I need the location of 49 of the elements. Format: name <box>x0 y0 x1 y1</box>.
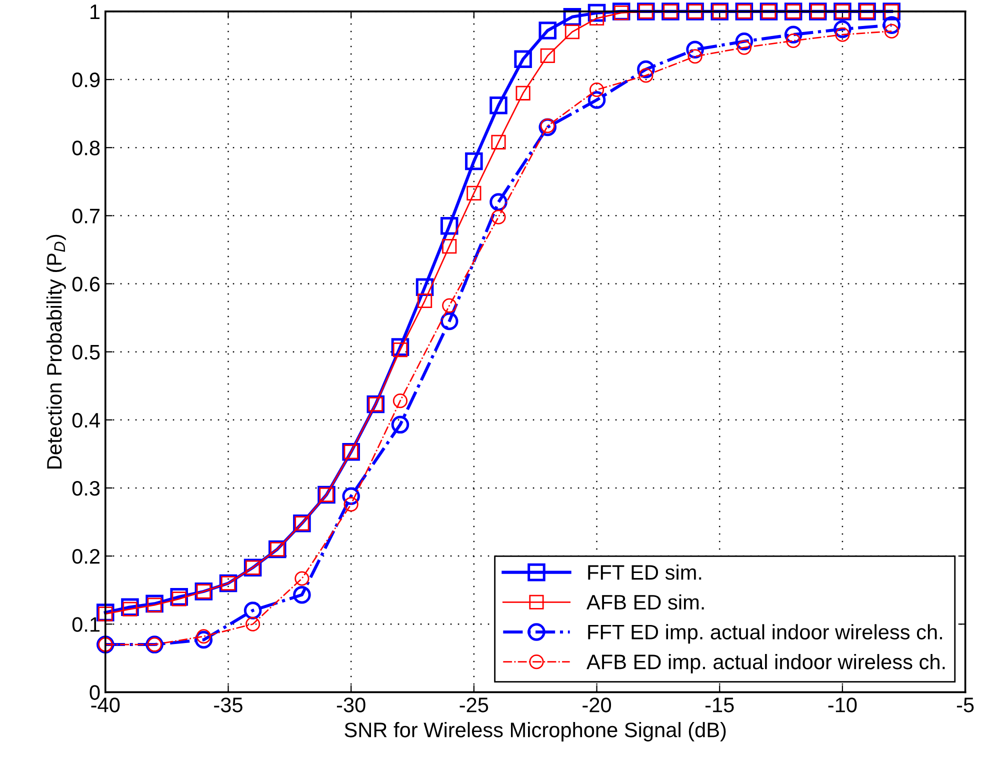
point <box>246 616 260 632</box>
point <box>391 416 410 434</box>
y-axis-title: Detection Probability (P$_{D}$) <box>46 234 66 468</box>
point <box>491 210 506 224</box>
y-tick-label: 0.3 <box>72 480 100 496</box>
point <box>882 16 900 34</box>
point <box>835 27 850 42</box>
point <box>884 24 899 38</box>
point <box>465 152 483 170</box>
point <box>442 298 457 313</box>
x-tick-label: -20 <box>582 698 612 712</box>
point <box>588 91 606 109</box>
y-tick-label: 1 <box>90 4 100 20</box>
x-tick-label: -30 <box>336 698 366 712</box>
y-tick-label: 0.6 <box>72 276 100 292</box>
point <box>440 312 458 330</box>
legend-label: AFB ED imp. actual indoor wireless ch. <box>586 654 945 674</box>
x-tick-label: -25 <box>460 698 488 712</box>
point <box>786 33 801 48</box>
point <box>440 217 458 235</box>
point <box>244 602 262 620</box>
point <box>637 60 655 78</box>
x-tick-label: -10 <box>828 698 857 712</box>
x-tick-label: -35 <box>214 698 242 712</box>
legend-label: AFB ED sim. <box>586 594 704 610</box>
y-tick-label: 0.7 <box>72 208 100 224</box>
y-tick-label: 0.4 <box>72 412 100 428</box>
legend-label: FFT ED imp. actual indoor wireless ch. <box>588 624 942 644</box>
point <box>688 49 702 64</box>
point <box>514 50 532 68</box>
y-tick-label: 0.2 <box>72 549 100 564</box>
x-tick-label: -5 <box>956 698 974 712</box>
x-axis-title: SNR for Wireless Microphone Signal (dB) <box>344 722 726 742</box>
point <box>344 497 358 512</box>
point <box>294 571 310 586</box>
y-tick-label: 0 <box>90 685 100 700</box>
y-tick-label: 0.5 <box>72 344 100 360</box>
point <box>392 394 408 408</box>
point <box>170 588 188 606</box>
point <box>490 96 508 114</box>
point <box>293 586 311 604</box>
x-tick-label: -15 <box>705 698 734 712</box>
y-tick-label: 0.8 <box>72 140 100 156</box>
legend-label: FFT ED sim. <box>588 564 702 580</box>
x-tick-label: -40 <box>91 698 120 712</box>
y-tick-label: 0.9 <box>72 72 100 88</box>
point <box>589 82 604 98</box>
y-tick-label: 0.1 <box>72 617 100 632</box>
point <box>538 22 557 40</box>
